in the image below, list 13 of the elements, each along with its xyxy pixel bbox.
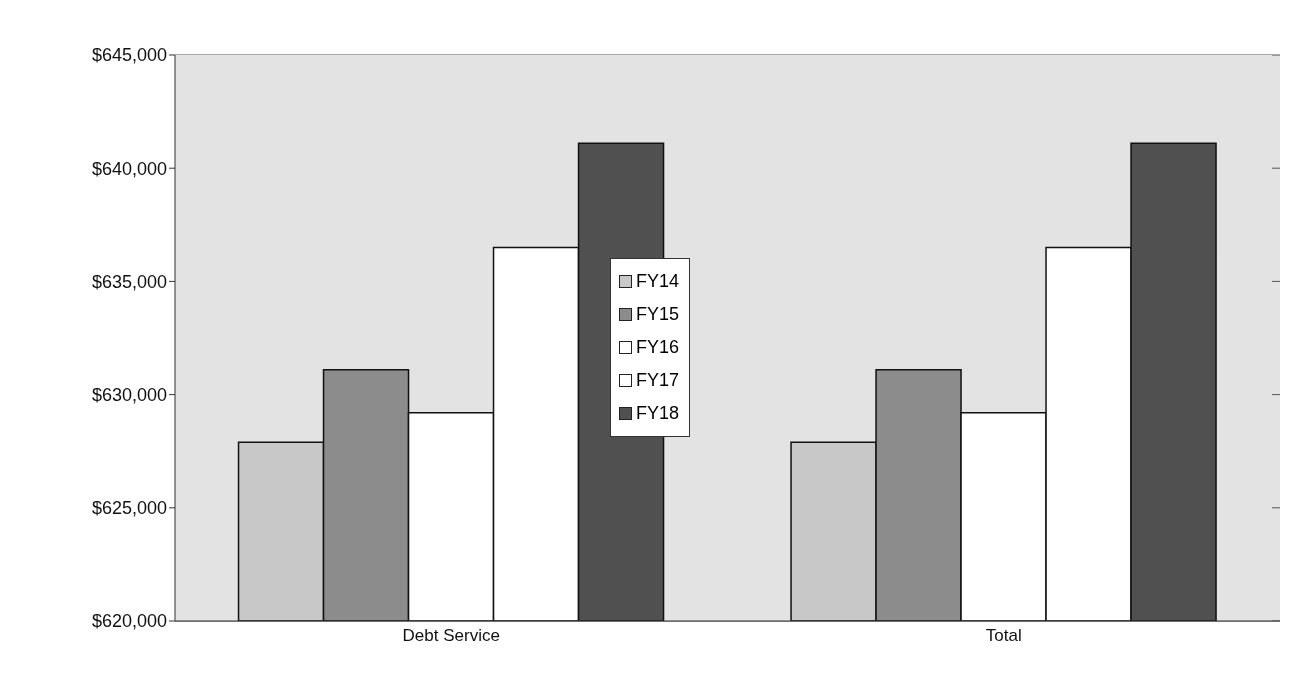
legend-label: FY18 [635,402,680,424]
legend-label: FY17 [635,369,680,391]
y-tick-label: $620,000 [91,611,167,632]
y-tick-label: $645,000 [91,45,167,66]
legend-label: FY16 [635,336,680,358]
y-tick-label: $635,000 [91,271,167,292]
x-tick-label: Debt Service [402,626,500,646]
y-tick-label: $640,000 [91,158,167,179]
y-tick-label: $625,000 [91,498,167,519]
y-tick-label: $630,000 [91,384,167,405]
legend-label: FY15 [635,303,680,325]
x-tick-label: Total [985,626,1022,646]
legend-label: FY14 [635,270,680,292]
